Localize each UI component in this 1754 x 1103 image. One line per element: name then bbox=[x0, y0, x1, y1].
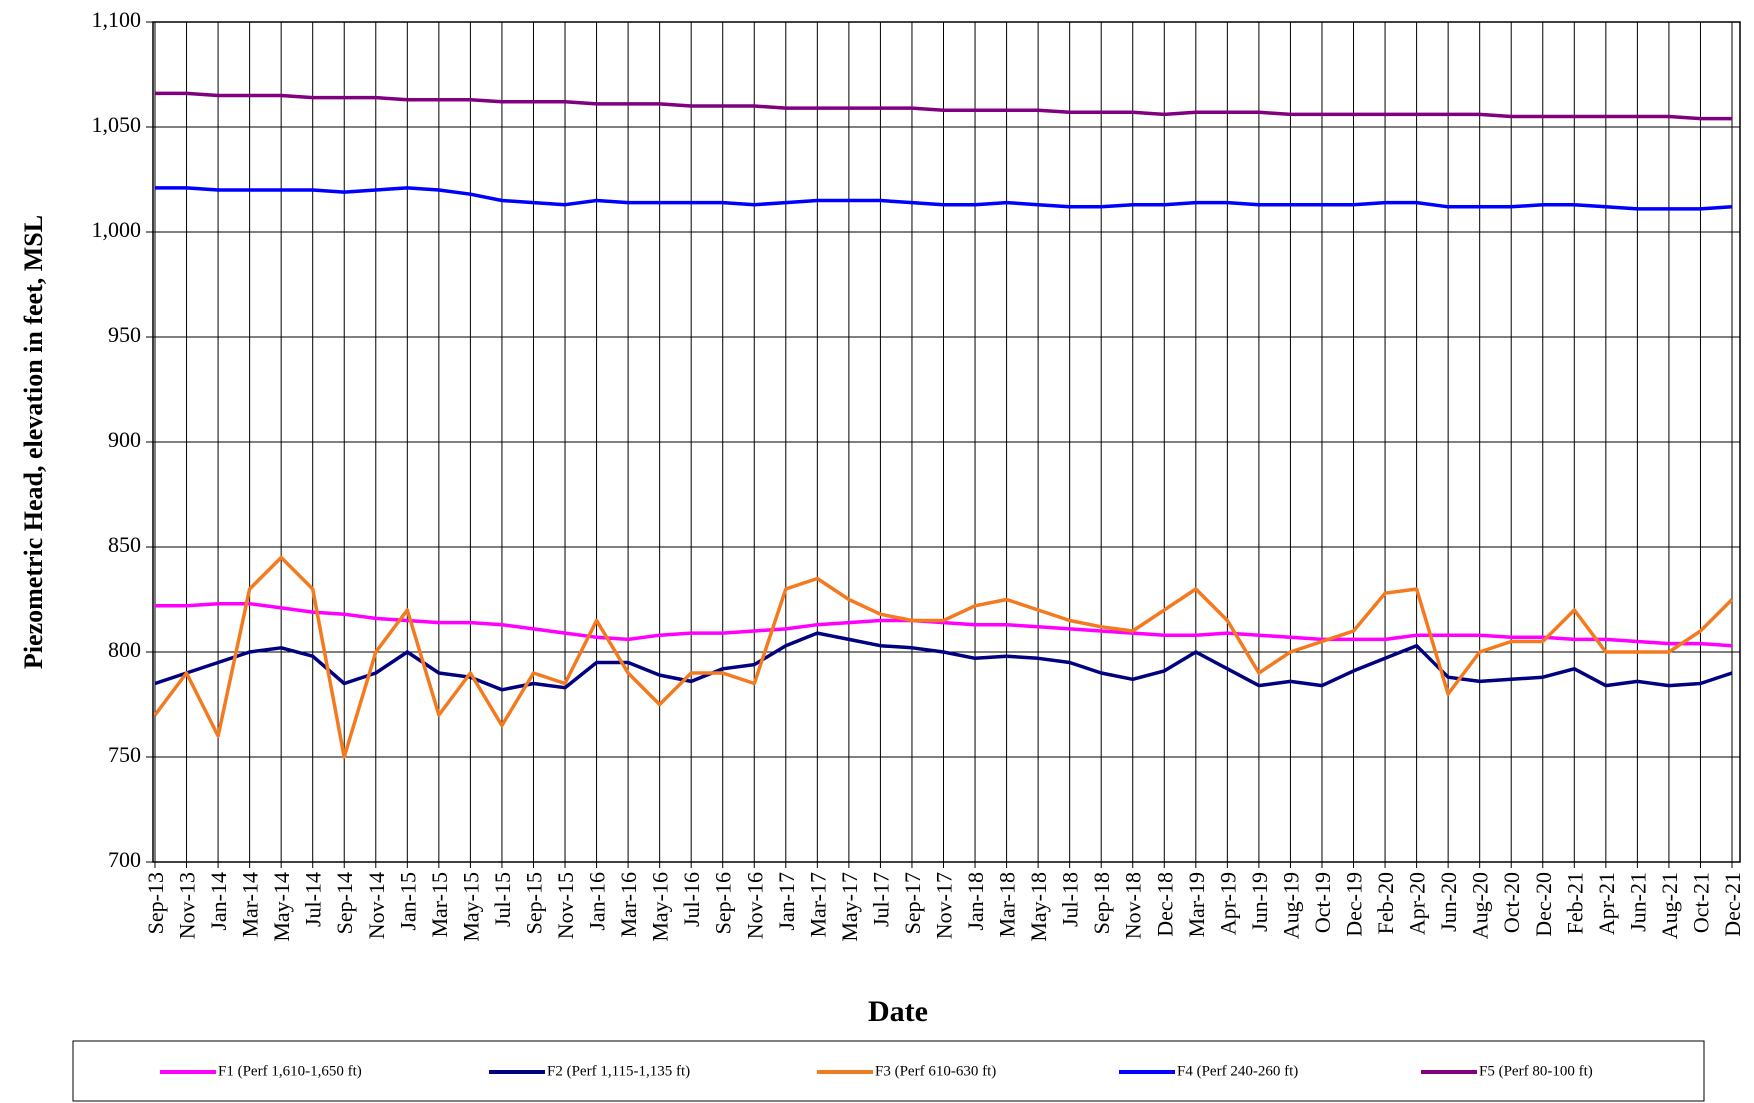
legend-label: F3 (Perf 610-630 ft) bbox=[875, 1063, 996, 1079]
x-tick-label: Nov-17 bbox=[932, 872, 957, 939]
x-tick-label: Oct-19 bbox=[1310, 872, 1335, 933]
y-axis-title: Piezometric Head, elevation in feet, MSL bbox=[19, 215, 48, 669]
x-tick-label: Apr-20 bbox=[1405, 872, 1430, 935]
legend-label: F1 (Perf 1,610-1,650 ft) bbox=[218, 1063, 362, 1079]
legend: F1 (Perf 1,610-1,650 ft) F2 (Perf 1,115-1… bbox=[72, 1040, 1705, 1102]
x-tick-label: Jun-19 bbox=[1247, 872, 1272, 932]
x-tick-label: Jun-20 bbox=[1436, 872, 1461, 932]
x-tick-label: Sep-16 bbox=[711, 872, 736, 934]
legend-label: F2 (Perf 1,115-1,135 ft) bbox=[547, 1063, 690, 1079]
series-line bbox=[155, 601, 1733, 648]
x-tick-label: Oct-21 bbox=[1688, 872, 1713, 933]
x-tick-label: Mar-18 bbox=[995, 872, 1020, 938]
x-tick-label: Jan-18 bbox=[963, 872, 988, 931]
x-tick-label: Aug-21 bbox=[1657, 872, 1682, 939]
y-tick-label: 1,000 bbox=[92, 217, 142, 242]
x-tick-label: Jan-16 bbox=[585, 872, 610, 931]
x-tick-label: Mar-19 bbox=[1184, 872, 1209, 938]
x-tick-label: Jul-14 bbox=[301, 872, 326, 927]
x-tick-label: Nov-18 bbox=[1121, 872, 1146, 939]
x-tick-label: May-17 bbox=[837, 872, 862, 942]
x-tick-label: Sep-17 bbox=[900, 872, 925, 934]
x-tick-label: Aug-19 bbox=[1278, 872, 1303, 939]
x-tick-label: Mar-17 bbox=[805, 872, 830, 938]
x-tick-label: Dec-21 bbox=[1720, 872, 1745, 937]
x-tick-label: Sep-14 bbox=[332, 872, 357, 934]
x-tick-label: May-16 bbox=[648, 872, 673, 942]
x-tick-label: May-18 bbox=[1026, 872, 1051, 942]
x-tick-label: Oct-20 bbox=[1499, 872, 1524, 933]
x-tick-label: Mar-14 bbox=[238, 872, 263, 938]
x-tick-label: Jul-17 bbox=[868, 872, 893, 927]
x-tick-label: Nov-15 bbox=[553, 872, 578, 939]
x-axis-title: Date bbox=[868, 995, 928, 1028]
y-tick-label: 900 bbox=[108, 427, 141, 452]
y-tick-label: 700 bbox=[108, 847, 141, 872]
x-tick-label: Jan-14 bbox=[206, 872, 231, 931]
y-tick-label: 850 bbox=[108, 532, 141, 557]
x-tick-label: Mar-15 bbox=[427, 872, 452, 938]
x-tick-label: Jul-16 bbox=[679, 872, 704, 927]
x-tick-label: Jun-21 bbox=[1625, 872, 1650, 932]
y-tick-label: 1,100 bbox=[92, 7, 142, 32]
x-tick-label: Sep-15 bbox=[521, 872, 546, 934]
series-line bbox=[155, 91, 1732, 121]
x-tick-label: Mar-16 bbox=[616, 872, 641, 938]
x-tick-label: Apr-19 bbox=[1215, 872, 1240, 935]
legend-label: F5 (Perf 80-100 ft) bbox=[1479, 1063, 1593, 1079]
x-tick-label: Sep-13 bbox=[143, 872, 168, 934]
x-tick-label: Nov-16 bbox=[742, 872, 767, 939]
plot-border bbox=[152, 21, 1741, 863]
y-tick-label: 950 bbox=[108, 322, 141, 347]
x-tick-label: May-14 bbox=[269, 872, 294, 942]
x-tick-label: Dec-19 bbox=[1342, 872, 1367, 937]
series-line bbox=[153, 555, 1734, 759]
x-tick-label: Jan-15 bbox=[395, 872, 420, 931]
x-tick-label: Dec-20 bbox=[1531, 872, 1556, 937]
x-tick-label: Jan-17 bbox=[774, 872, 799, 931]
x-tick-label: Jul-15 bbox=[490, 872, 515, 927]
series-line bbox=[154, 631, 1733, 692]
x-tick-label: Nov-13 bbox=[175, 872, 200, 939]
x-tick-label: May-15 bbox=[458, 872, 483, 942]
legend-label: F4 (Perf 240-260 ft) bbox=[1177, 1063, 1298, 1079]
y-tick-label: 1,050 bbox=[92, 112, 142, 137]
x-tick-label: Sep-18 bbox=[1089, 872, 1114, 934]
x-tick-label: Feb-20 bbox=[1373, 872, 1398, 934]
x-tick-label: Feb-21 bbox=[1562, 872, 1587, 934]
x-tick-label: Dec-18 bbox=[1152, 872, 1177, 937]
x-tick-label: Aug-20 bbox=[1468, 872, 1493, 939]
x-tick-label: Nov-14 bbox=[364, 872, 389, 939]
x-tick-label: Apr-21 bbox=[1594, 872, 1619, 935]
series-line bbox=[155, 186, 1733, 211]
y-tick-label: 800 bbox=[108, 637, 141, 662]
x-tick-label: Jul-18 bbox=[1058, 872, 1083, 927]
y-tick-label: 750 bbox=[108, 742, 141, 767]
